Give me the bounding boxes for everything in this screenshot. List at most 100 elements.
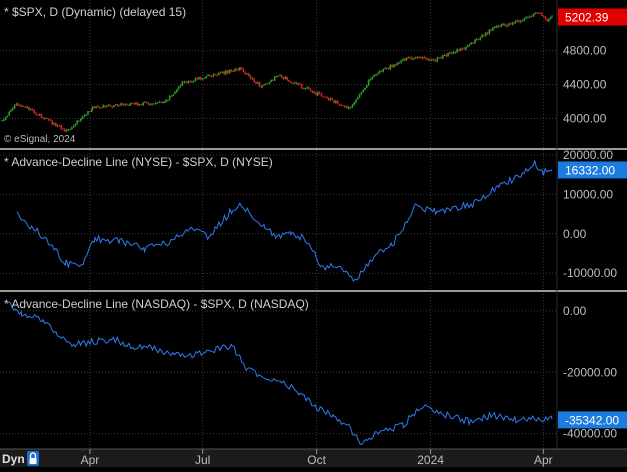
candle-body — [443, 54, 446, 56]
last-value-label: -35342.00 — [565, 413, 619, 427]
candle-body — [114, 104, 117, 106]
candle-body — [85, 114, 87, 116]
candle-body — [240, 67, 243, 70]
candle-body — [536, 12, 538, 14]
candle-body — [88, 111, 91, 113]
candle-body — [317, 92, 319, 95]
candle-body — [187, 80, 190, 83]
candle-body — [177, 86, 180, 90]
candle-body — [221, 71, 224, 74]
candle-body — [351, 104, 354, 108]
candle-body — [19, 104, 21, 106]
candle-body — [102, 105, 105, 108]
candle-body — [219, 72, 222, 74]
candle-body — [516, 20, 518, 22]
candle-body — [345, 106, 348, 108]
series-line — [8, 301, 553, 445]
candle-body — [544, 16, 547, 20]
candle-body — [131, 102, 134, 104]
candle-body — [333, 99, 335, 103]
y-tick-label: 10000.00 — [563, 187, 613, 201]
candle-body — [122, 104, 125, 106]
candle-body — [207, 74, 209, 77]
candle-body — [109, 104, 112, 107]
time-axis-bar — [0, 449, 627, 467]
candle-body — [127, 105, 130, 107]
candle-body — [521, 20, 524, 22]
lock-body — [29, 458, 37, 464]
candle-body — [95, 106, 97, 108]
candle-body — [35, 113, 37, 115]
lock-icon[interactable] — [27, 451, 39, 466]
candle-body — [423, 57, 426, 59]
candle-body — [380, 70, 383, 72]
panel-ad-line-nyse: 20000.00 10000.00 0.00 -10000.00 * Advance-D… — [0, 148, 627, 283]
candle-body — [138, 104, 141, 106]
candle-body — [477, 39, 480, 41]
candle-body — [468, 44, 471, 46]
candle-body — [528, 16, 531, 18]
candle-body — [249, 75, 252, 79]
candle-body — [10, 110, 12, 112]
candle-body — [304, 88, 306, 90]
candle-body — [366, 84, 368, 88]
candle-body — [407, 57, 410, 59]
candle-body — [181, 81, 184, 86]
candle-body — [248, 73, 250, 76]
candle-body — [490, 29, 492, 31]
candle-body — [20, 105, 23, 107]
candle-body — [355, 99, 357, 103]
candle-body — [348, 107, 350, 110]
candle-body — [551, 16, 553, 18]
candle-body — [364, 87, 366, 91]
candle-body — [214, 74, 216, 76]
candle-body — [253, 78, 256, 83]
candle-body — [414, 57, 417, 59]
candle-body — [172, 94, 175, 96]
candle-body — [163, 102, 166, 104]
x-tick-label: Jul — [195, 453, 210, 467]
candle-body — [290, 81, 292, 83]
candle-body — [208, 74, 211, 77]
candle-body — [331, 98, 334, 100]
candle-body — [412, 58, 415, 60]
y-tick-label: 0.00 — [563, 227, 587, 241]
candle-body — [113, 105, 115, 108]
candle-body — [483, 34, 485, 36]
candle-body — [11, 108, 14, 111]
candle-body — [153, 103, 155, 105]
candle-body — [246, 73, 248, 75]
candle-body — [298, 83, 301, 85]
y-tick-label: -40000.00 — [563, 427, 617, 441]
candle-body — [548, 18, 550, 22]
last-value-badge — [558, 411, 627, 429]
candle-body — [309, 89, 312, 91]
candle-body — [47, 118, 50, 120]
candle-body — [116, 104, 119, 106]
candle-body — [434, 59, 437, 62]
candle-body — [506, 25, 508, 27]
candle-body — [97, 106, 99, 108]
candle-body — [223, 71, 225, 74]
candle-body — [65, 130, 68, 132]
candle-body — [324, 96, 326, 98]
candle-body — [268, 82, 271, 84]
candle-body — [258, 82, 261, 87]
candle-body — [275, 76, 278, 78]
candle-body — [511, 22, 514, 25]
x-tick-label: Apr — [534, 453, 553, 467]
candle-body — [318, 92, 321, 94]
candle-body — [234, 69, 236, 72]
candle-body — [64, 129, 66, 132]
candle-body — [327, 98, 330, 100]
candle-body — [154, 102, 157, 104]
candle-body — [6, 115, 9, 118]
candle-body — [37, 114, 39, 116]
candle-body — [49, 119, 52, 121]
dynamic-mode-label[interactable]: Dyn — [2, 452, 25, 466]
y-tick-label: -10000.00 — [563, 266, 617, 280]
y-tick-label: 20000.00 — [563, 148, 613, 162]
candle-body — [371, 77, 373, 80]
candle-body — [440, 57, 442, 59]
candle-body — [251, 78, 254, 80]
